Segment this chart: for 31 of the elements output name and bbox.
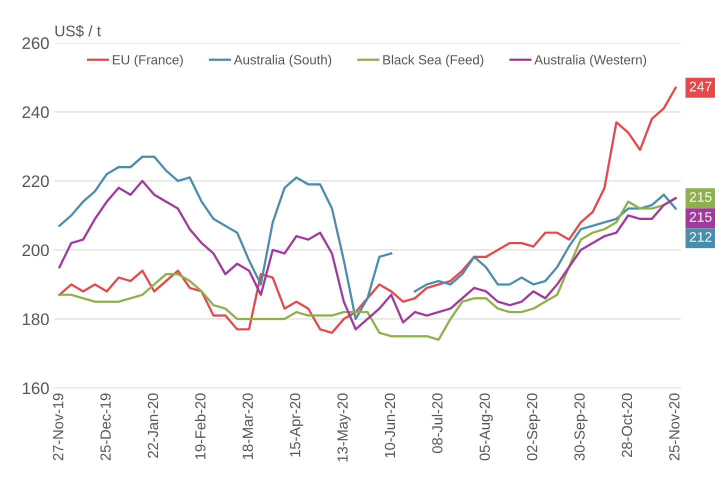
legend-label: Australia (Western)	[534, 54, 646, 68]
data-label: 212	[690, 232, 712, 242]
x-tick-label: 25-Dec-19	[100, 394, 111, 460]
line-series	[58, 180, 677, 330]
line-series	[58, 86, 677, 334]
x-tick-label: 10-Jun-20	[384, 393, 396, 458]
data-label: 247	[690, 82, 712, 92]
x-tick-label: 05-Aug-20	[480, 393, 493, 460]
legend-label: Black Sea (Feed)	[383, 54, 484, 68]
x-tick-label: 19-Feb-20	[194, 393, 206, 460]
y-axis-title: US$ / t	[56, 24, 101, 38]
data-label: 215	[690, 192, 712, 202]
x-tick-label: 27-Nov-19	[53, 394, 64, 460]
x-tick-label: 13-May-20	[337, 393, 351, 462]
legend-label: Australia (South)	[234, 54, 332, 68]
y-tick-label: 200	[22, 244, 49, 256]
x-tick-label: 25-Nov-20	[669, 393, 680, 460]
y-tick-label: 220	[22, 175, 49, 188]
y-tick-label: 260	[22, 37, 49, 50]
x-tick-label: 28-Oct-20	[622, 393, 632, 457]
data-label: 215	[690, 212, 712, 222]
x-tick-label: 18-Mar-20	[242, 393, 253, 460]
x-tick-label: 08-Jul-20	[432, 393, 443, 454]
x-tick-label: 22-Jan-20	[148, 393, 158, 458]
x-tick-label: 02-Sep-20	[526, 393, 540, 460]
legend-label: EU (France)	[112, 54, 183, 68]
x-tick-label: 30-Sep-20	[574, 393, 588, 460]
y-tick-label: 160	[22, 382, 49, 394]
x-tick-label: 15-Apr-20	[290, 393, 304, 457]
y-tick-label: 240	[22, 106, 49, 118]
y-tick-label: 180	[22, 313, 49, 326]
